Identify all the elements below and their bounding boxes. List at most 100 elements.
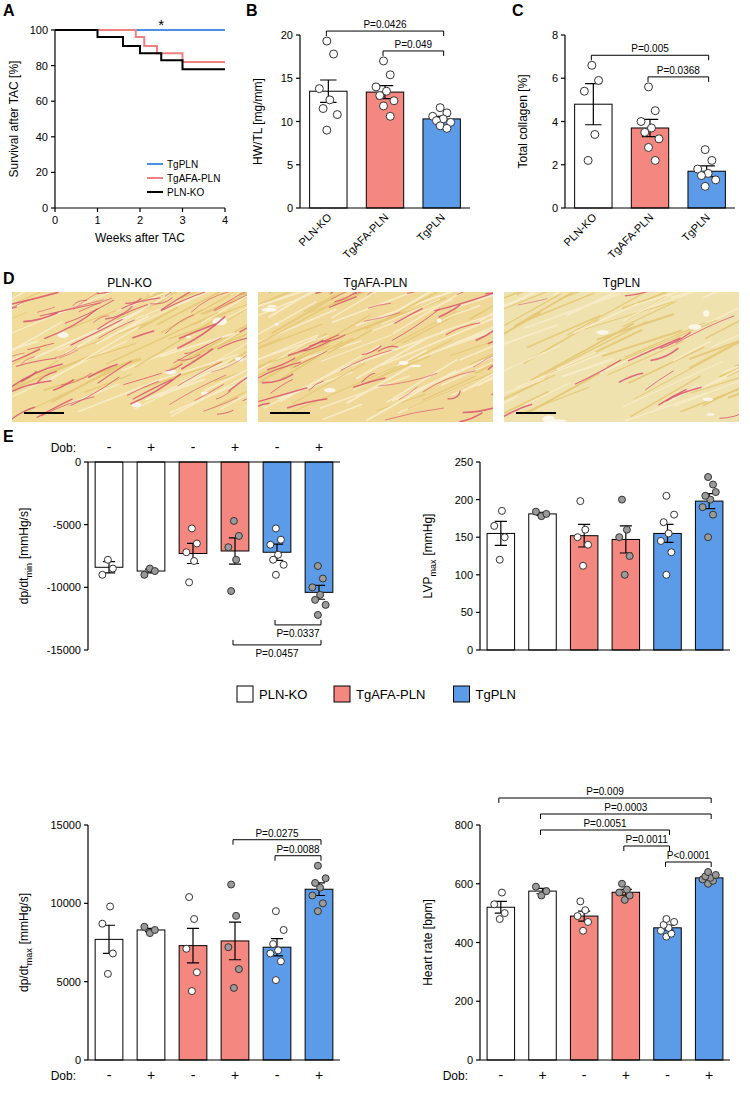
- data-point: [191, 916, 198, 923]
- data-point: [151, 926, 158, 933]
- data-point: [501, 910, 508, 917]
- y-tick-label: 15000: [50, 819, 81, 831]
- x-tick: [224, 208, 225, 212]
- scale-bar: [270, 412, 310, 414]
- significance-bracket: [499, 798, 711, 803]
- histology-image: [258, 292, 493, 422]
- x-tick-label: 0: [52, 214, 58, 226]
- x-tick-label: TgPLN: [414, 211, 447, 244]
- bar: [366, 92, 403, 208]
- tissue-fiber: [564, 292, 638, 298]
- data-point: [235, 532, 242, 539]
- collagen-fiber: [660, 332, 691, 348]
- tissue-fiber: [381, 317, 493, 366]
- significance-bracket: [648, 77, 709, 82]
- data-point: [496, 556, 503, 563]
- data-point: [230, 517, 237, 524]
- collagen-fiber: [518, 299, 547, 305]
- y-tick-label: 600: [455, 878, 473, 890]
- bar: [137, 930, 165, 1060]
- histology-image: [504, 292, 739, 422]
- significance-bracket: [275, 856, 321, 861]
- collagen-fiber: [394, 308, 422, 323]
- data-point: [314, 908, 321, 915]
- p-value: P=0.0368: [657, 65, 701, 76]
- y-tick-label: 0: [42, 202, 48, 214]
- x-tick-label: TgPLN: [679, 211, 712, 244]
- collagen-fiber: [575, 360, 621, 385]
- tissue-fiber: [57, 306, 168, 351]
- tissue-fiber: [504, 292, 544, 307]
- panel-letter: D: [3, 270, 15, 287]
- tissue-fiber: [562, 359, 613, 377]
- y-tick: [561, 164, 565, 165]
- tissue-background: [258, 292, 493, 422]
- data-point: [701, 182, 709, 190]
- data-point: [376, 92, 384, 100]
- x-tick-label: 3: [179, 214, 185, 226]
- y-tick-label: 2: [552, 159, 558, 171]
- x-tick-label: PLN-KO: [561, 211, 599, 249]
- collagen-fiber: [191, 292, 231, 313]
- collagen-fiber: [50, 300, 104, 315]
- collagen-fiber: [16, 358, 56, 366]
- tissue-gap: [437, 318, 442, 322]
- y-tick: [84, 903, 88, 904]
- bar: [612, 539, 640, 650]
- x-tick-label: -: [107, 1067, 112, 1083]
- y-label-unit: [mmHg/s]: [17, 508, 31, 559]
- tissue-fiber: [258, 346, 331, 392]
- x-tick: [182, 208, 183, 212]
- x-axis-line: [565, 207, 735, 208]
- collagen-fiber: [666, 387, 702, 401]
- data-point: [193, 969, 200, 976]
- y-tick-label: 0: [75, 1054, 81, 1066]
- collagen-fiber: [645, 371, 673, 390]
- collagen-fiber: [126, 298, 142, 303]
- y-axis-line: [54, 30, 55, 208]
- tissue-fiber: [258, 349, 310, 374]
- y-tick: [476, 1059, 480, 1060]
- legend-label: TgPLN: [167, 159, 198, 170]
- significance: P=0.009: [499, 786, 711, 803]
- tissue-fiber: [23, 358, 140, 413]
- p-value: P=0.0275: [255, 828, 299, 839]
- y-tick: [476, 942, 480, 943]
- bar: [570, 536, 598, 650]
- tissue-fiber: [705, 363, 739, 387]
- data-point: [651, 156, 659, 164]
- data-point: [319, 575, 326, 582]
- data-point: [621, 571, 628, 578]
- bar: [529, 514, 557, 650]
- tissue-gap: [410, 365, 421, 367]
- bar: [487, 533, 515, 650]
- tissue-fiber: [738, 315, 739, 366]
- tissue-fiber: [269, 292, 377, 317]
- data-point: [580, 87, 588, 95]
- legend-swatch: [454, 686, 470, 702]
- significance: P=0.005: [591, 43, 708, 60]
- tissue-fiber: [356, 292, 464, 326]
- data-point: [574, 534, 581, 541]
- y-label-main: Total collagen [%]: [516, 74, 530, 168]
- y-tick-label: 80: [36, 60, 48, 72]
- x-tick-label: -: [582, 1067, 587, 1083]
- tissue-fiber: [545, 330, 642, 376]
- bar: [529, 891, 557, 1060]
- collagen-fiber: [21, 371, 36, 382]
- x-axis-line: [300, 207, 470, 208]
- bar-chart: 050100150200250LVPmax[mmHg]: [421, 456, 730, 656]
- x-axis-label: Weeks after TAC: [95, 231, 185, 245]
- x-tick-label: TgAFA-PLN: [340, 211, 390, 261]
- collagen-fiber: [423, 371, 475, 392]
- y-label-unit: [mmHg/s]: [17, 893, 31, 944]
- p-value: P=0.0457: [255, 648, 299, 659]
- collagen-fiber: [73, 300, 87, 306]
- collagen-fiber: [12, 292, 43, 293]
- x-tick: [54, 208, 55, 212]
- collagen-fiber: [59, 350, 79, 359]
- tissue-fiber: [504, 345, 560, 385]
- collagen-fiber: [474, 343, 493, 367]
- bar: [310, 91, 347, 208]
- p-value: P=0.005: [631, 43, 669, 54]
